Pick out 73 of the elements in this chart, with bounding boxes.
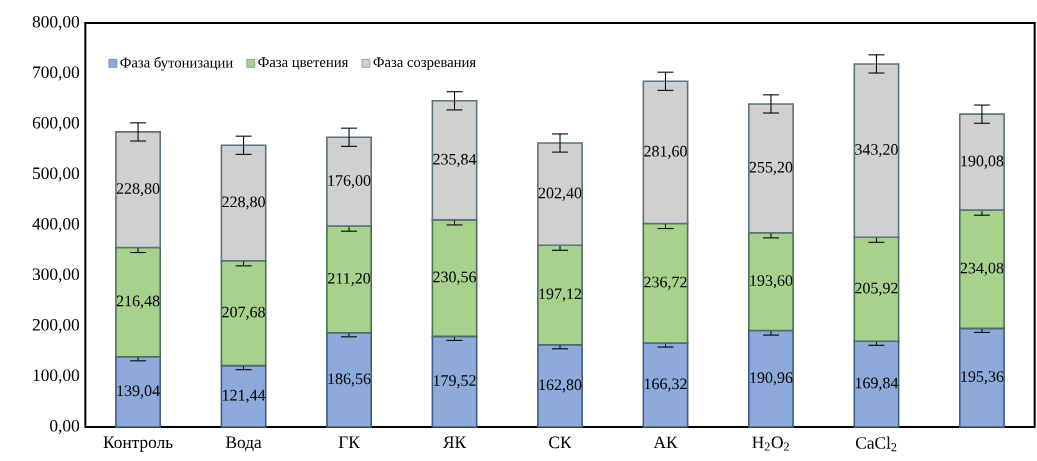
x-tick-label: H$_{2}$O$_{2}$ [752,436,789,451]
bar [642,222,689,344]
data-label: 121,44 [222,389,266,403]
data-label: 205,92 [855,282,898,296]
bar [115,355,162,428]
bar [853,340,900,428]
y-tick-label: 700,00 [33,66,80,81]
data-label: 211,20 [328,272,371,287]
bar [537,244,583,346]
data-label: 162,80 [539,379,582,393]
data-label: 234,08 [960,262,1004,276]
data-label: 190,08 [961,155,1004,169]
bar [748,103,794,234]
y-tick-label: 800,00 [32,15,80,31]
bar [958,209,1005,330]
bar [431,219,478,338]
bar [326,331,372,428]
bar [220,364,267,428]
x-tick-label: Контроль [103,436,173,452]
y-tick-label: 400,00 [32,217,80,233]
y-tick-label: 600,00 [32,116,80,132]
x-tick-label: АК [653,436,678,449]
data-label: 236,72 [644,276,687,290]
bar [326,136,372,227]
legend-label: Фаза цветения [258,57,349,70]
data-label: 195,36 [961,371,1004,385]
data-label: 216,48 [116,295,160,309]
data-label: 176,00 [328,175,371,189]
data-label: 281,60 [644,145,687,159]
y-tick-label: 100,00 [33,369,80,384]
x-tick-label: Вода [225,436,262,452]
y-tick-label: 200,00 [32,318,80,334]
bar [642,80,689,225]
data-label: 228,80 [116,183,160,197]
data-label: 186,56 [328,373,371,387]
data-label: 228,80 [222,196,265,210]
data-label: 197,12 [539,288,582,302]
bar [431,335,478,428]
data-label: 179,52 [433,375,476,389]
bar [853,236,900,343]
bar [853,63,900,239]
x-tick-label: ГК [338,436,360,448]
bar [748,329,794,428]
legend-label: Фаза бутонизации [120,56,233,71]
bar [642,342,689,428]
bar [326,225,372,334]
data-label: 202,40 [538,187,582,201]
data-label: 190,96 [750,372,793,386]
bar [537,343,583,428]
data-label: 230,56 [433,271,477,285]
bar [958,327,1005,428]
bar [431,100,478,221]
data-label: 166,32 [644,378,687,392]
data-label: 207,68 [222,306,265,320]
data-label: 169,84 [855,377,899,391]
y-tick-label: 500,00 [33,167,80,182]
y-tick-label: 300,00 [32,268,80,283]
x-tick-label: СК [549,436,572,449]
data-label: 193,60 [750,275,793,289]
bar [115,131,162,249]
y-tick-label: 0,00 [50,419,80,435]
data-label: 255,20 [749,161,793,175]
bar [537,142,583,247]
bar [220,260,267,367]
data-label: 343,20 [855,144,898,158]
data-label: 139,04 [117,385,160,399]
x-tick-label: ЯК [443,436,467,448]
bar [220,144,267,262]
x-tick-label: CaCl$_{2}$ [855,436,897,452]
bar [115,246,162,358]
bar [958,113,1005,211]
bar [748,232,794,332]
legend-label: Фаза созревания [373,57,476,71]
